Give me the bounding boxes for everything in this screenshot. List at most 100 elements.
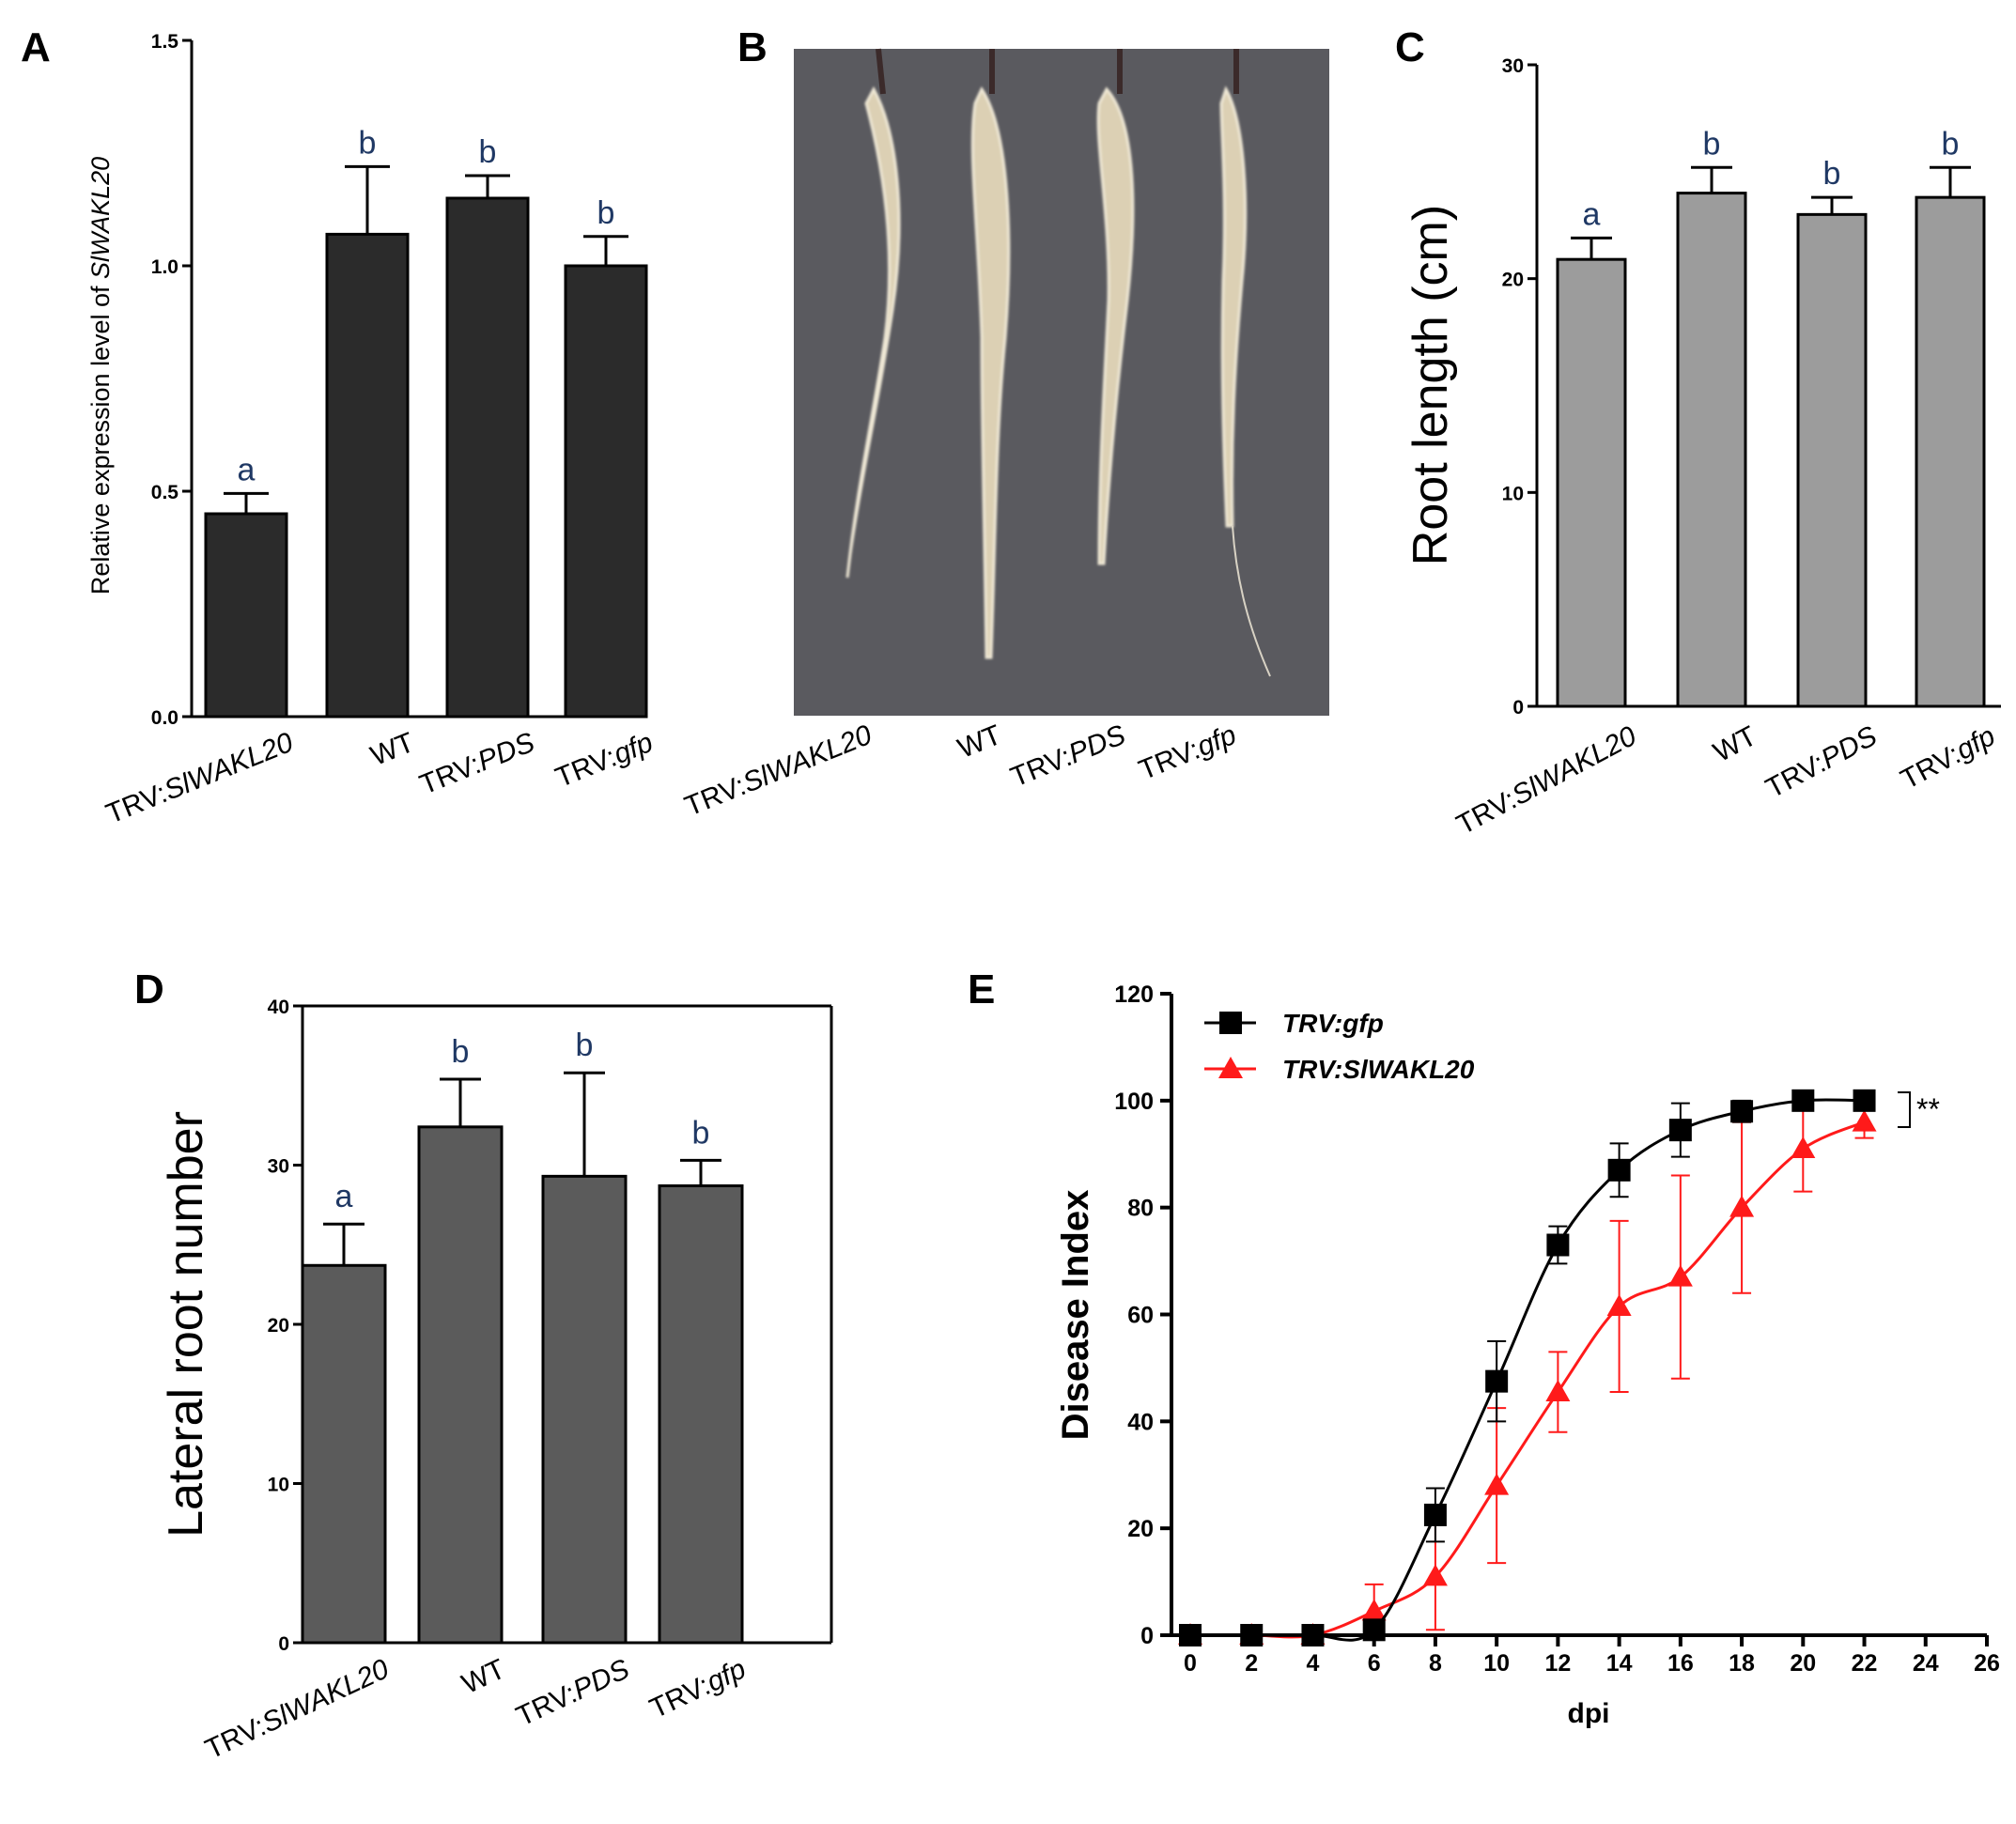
data-point-square	[1791, 1089, 1815, 1112]
data-point-square	[1362, 1618, 1386, 1642]
y-tick-label: 30	[268, 1156, 289, 1178]
category-label-prefix: TRV:	[1135, 734, 1204, 787]
category-label: TRV:gfp	[1896, 720, 2000, 796]
significance-letter: b	[576, 1028, 594, 1063]
significance-letter: a	[1583, 196, 1601, 232]
y-tick-label: 120	[1114, 982, 1154, 1008]
x-tick-label: 20	[1790, 1650, 1816, 1677]
x-tick-label: 14	[1606, 1650, 1633, 1677]
category-label-prefix: TRV:	[645, 1670, 715, 1724]
root-mass	[970, 85, 1011, 659]
y-axis-title: Relative expression level of SlWAKL20	[86, 157, 115, 595]
category-label-italic: SlWAKL20	[160, 727, 298, 807]
category-label-italic: SlWAKL20	[738, 719, 876, 799]
panel-a-expression-chart: 0.00.51.01.5aTRV:SlWAKL20bWTbTRV:PDSbTRV…	[86, 31, 658, 830]
x-tick-label: 22	[1852, 1650, 1878, 1677]
y-tick-label: 1.0	[151, 256, 178, 278]
bar	[445, 196, 530, 719]
y-tick-label: 30	[1502, 55, 1524, 77]
data-point-square	[1301, 1624, 1325, 1646]
data-point-triangle	[1545, 1380, 1571, 1402]
bar	[1556, 257, 1627, 708]
category-label: TRV:gfp	[551, 727, 658, 794]
category-label-prefix: TRV:	[201, 1711, 271, 1766]
data-point-square	[1546, 1233, 1570, 1257]
category-label: TRV:SlWAKL20	[101, 727, 297, 830]
y-tick-label: 1.5	[151, 31, 179, 53]
significance-letter: a	[238, 452, 256, 487]
legend-label-gfp: TRV:gfp	[1282, 1009, 1384, 1038]
category-label-prefix: WT	[457, 1653, 510, 1700]
category-label: TRV:gfp	[1135, 719, 1241, 786]
category-label: TRV:PDS	[1760, 720, 1882, 804]
y-axis-title: Lateral root number	[159, 1111, 213, 1538]
significance-letter: b	[359, 125, 377, 161]
x-tick-label: 12	[1544, 1650, 1571, 1677]
data-point-triangle	[1791, 1136, 1816, 1159]
data-point-square	[1853, 1089, 1876, 1112]
panel-label-b: B	[737, 24, 768, 70]
bar	[325, 232, 410, 719]
category-label-italic: PDS	[1064, 719, 1130, 770]
category-label-prefix: TRV:	[551, 742, 621, 795]
significance-stars: **	[1916, 1092, 1940, 1126]
plant-stem	[876, 48, 886, 95]
y-axis-title: Disease Index	[1055, 1190, 1096, 1441]
significance-letter: b	[479, 134, 497, 170]
significance-letter: b	[1823, 156, 1841, 192]
significance-letter: b	[692, 1115, 710, 1151]
root-photo-roots	[845, 48, 1271, 677]
data-point-square	[1179, 1624, 1202, 1646]
category-label: TRV:SlWAKL20	[201, 1653, 395, 1765]
bar	[417, 1125, 504, 1645]
panel-c-root-length-chart: 0 10 20 30 a TRV:SlWAKL20 b WT b TRV:PDS b TRV:gfp R…	[1403, 55, 2001, 841]
y-tick-label: 0.0	[151, 707, 178, 729]
significance-letter: b	[1942, 126, 1960, 162]
y-tick-label: 20	[268, 1315, 289, 1337]
bar	[658, 1184, 744, 1645]
y-tick-label: 0.5	[151, 482, 179, 503]
category-label-italic: SlWAKL20	[257, 1653, 394, 1739]
bar	[541, 1174, 628, 1645]
y-tick-label: 20	[1127, 1516, 1154, 1542]
bar	[564, 264, 648, 719]
data-point-square	[1423, 1503, 1447, 1526]
x-tick-label: 24	[1913, 1650, 1939, 1677]
legend-marker-triangle	[1218, 1057, 1243, 1078]
data-point-triangle	[1852, 1109, 1877, 1132]
panel-label-e: E	[968, 966, 995, 1012]
root-mass	[1219, 85, 1248, 528]
y-tick-label: 40	[268, 997, 289, 1018]
category-label-prefix: TRV:	[1006, 741, 1076, 794]
significance-letter: a	[335, 1179, 353, 1214]
y-tick-label: 60	[1127, 1303, 1154, 1329]
bar	[301, 1263, 387, 1645]
significance-letter: b	[597, 195, 615, 231]
data-point-triangle	[1484, 1473, 1510, 1495]
significance-bracket	[1898, 1091, 1911, 1128]
x-tick-label: 26	[1974, 1650, 2000, 1677]
category-label-italic: PDS	[568, 1653, 634, 1706]
category-label: WT	[366, 727, 419, 772]
category-label-prefix: TRV:	[680, 770, 750, 823]
data-point-square	[1730, 1100, 1754, 1123]
root-mass	[845, 85, 901, 579]
category-label: WT	[954, 719, 1006, 765]
category-label-prefix: TRV:	[415, 749, 485, 801]
y-tick-label: 10	[268, 1475, 289, 1496]
root-mass	[1096, 86, 1135, 565]
data-point-square	[1485, 1369, 1509, 1393]
significance-letter: b	[452, 1034, 470, 1070]
category-label: TRV:PDS	[415, 727, 538, 801]
category-label: TRV:SlWAKL20	[1451, 720, 1641, 841]
y-tick-label: 100	[1114, 1089, 1154, 1115]
data-point-triangle	[1729, 1195, 1755, 1217]
data-point-triangle	[1606, 1293, 1632, 1316]
y-axis-title: Root length (cm)	[1403, 205, 1458, 565]
x-tick-label: 18	[1729, 1650, 1755, 1677]
y-axis-title-italic: SlWAKL20	[86, 157, 115, 279]
x-tick-label: 0	[1184, 1650, 1197, 1677]
category-label: WT	[457, 1653, 510, 1700]
category-label: WT	[1709, 720, 1762, 768]
